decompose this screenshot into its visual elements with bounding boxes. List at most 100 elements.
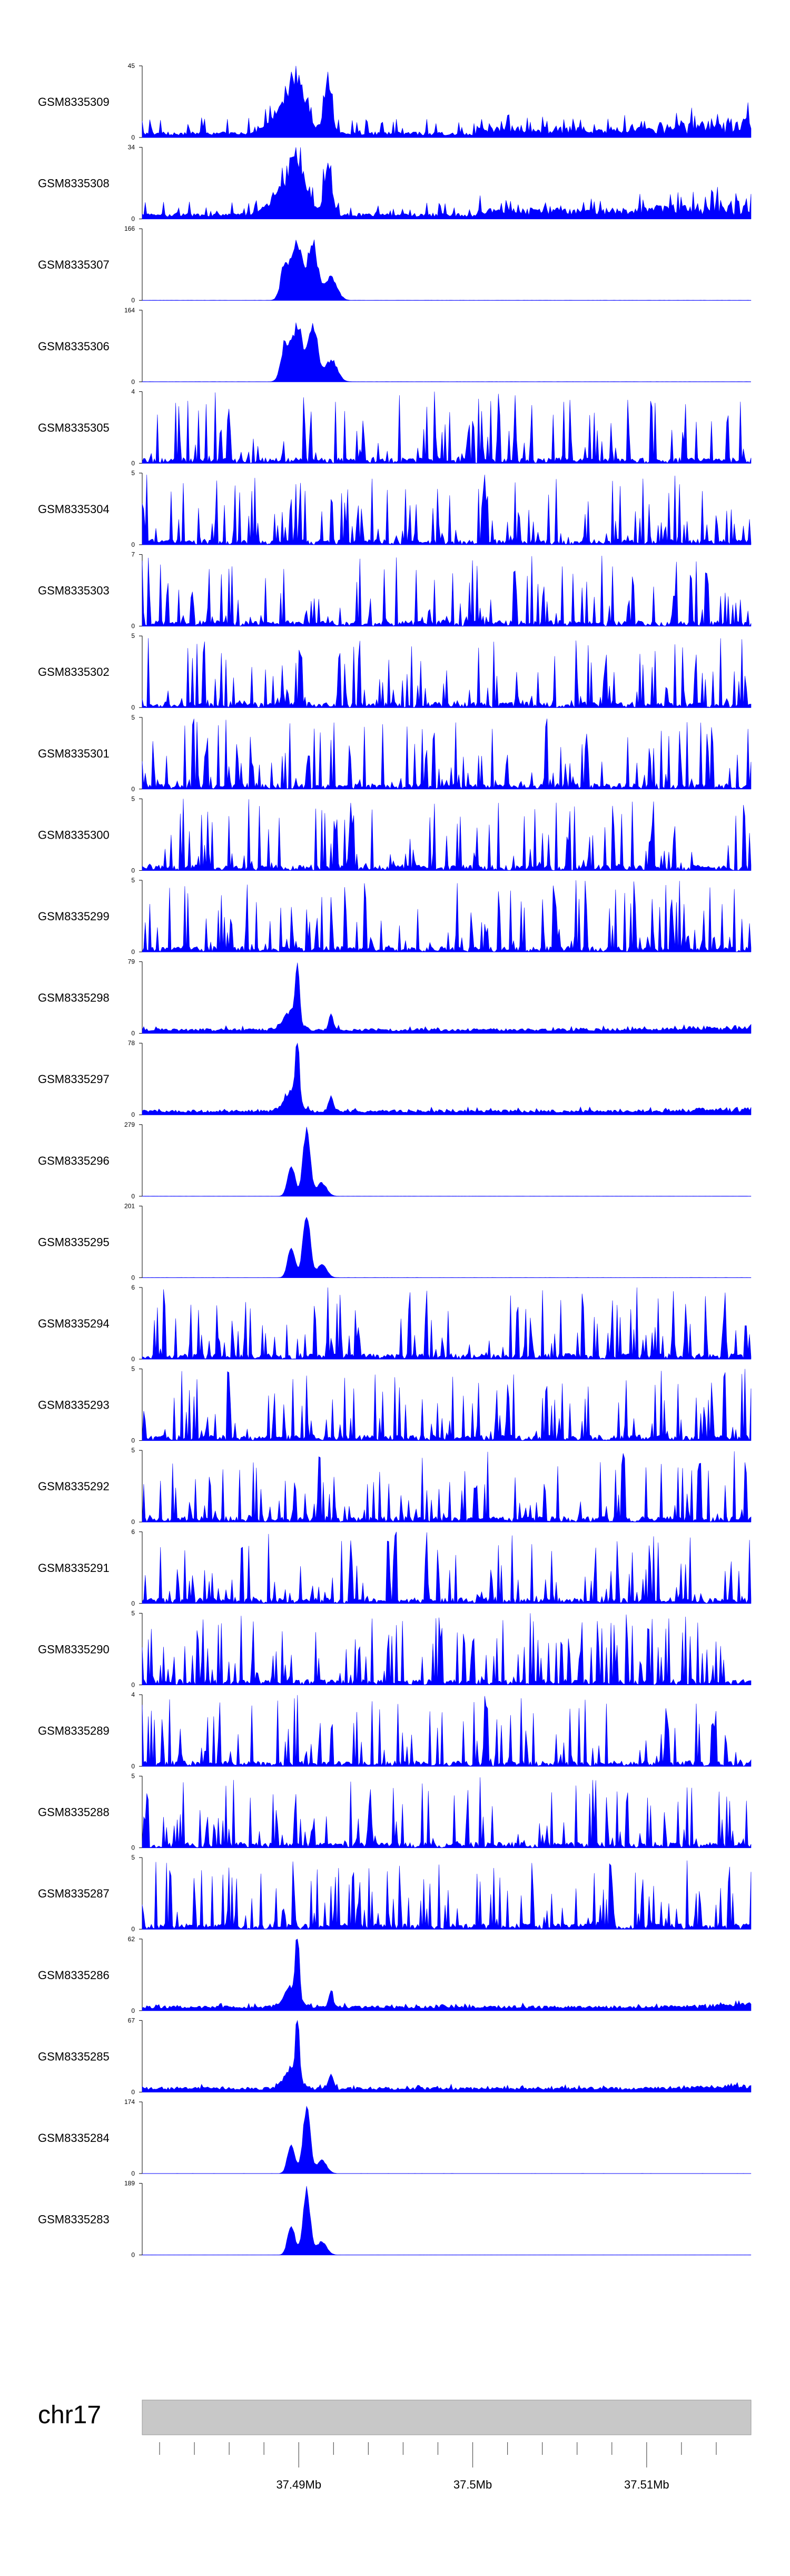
y-min-label: 0 [131,2088,135,2096]
track-GSM8335286: GSM8335286 62 0 [38,1935,752,2014]
y-min-label: 0 [131,867,135,874]
track-label: GSM8335288 [38,1806,110,1819]
signal-area [142,1531,752,1604]
signal-area [142,1860,752,1930]
y-max-label: 34 [128,144,135,151]
y-max-label: 189 [124,2180,135,2187]
track-GSM8335283: GSM8335283 189 0 [38,2180,752,2259]
signal-area [142,1777,752,1849]
signal-area [142,1369,752,1441]
y-min-label: 0 [131,1111,135,1118]
track-GSM8335304: GSM8335304 5 0 [38,469,752,548]
track-label: GSM8335292 [38,1480,110,1493]
x-tick-label: 37.51Mb [624,2478,669,2491]
signal-area [142,1043,752,1115]
y-max-label: 5 [131,795,135,802]
x-ticks: 37.49Mb 37.5Mb 37.51Mb [159,2442,717,2491]
track-GSM8335298: GSM8335298 79 0 [38,958,752,1037]
signal-area [142,719,752,790]
track-GSM8335305: GSM8335305 4 0 [38,388,752,467]
signal-area [142,1939,752,2011]
track-label: GSM8335297 [38,1073,110,1086]
y-min-label: 0 [131,2170,135,2177]
track-label: GSM8335289 [38,1724,110,1737]
signal-area [142,65,752,138]
track-GSM8335292: GSM8335292 5 0 [38,1447,752,1526]
signal-area [142,2020,752,2092]
y-max-label: 164 [124,307,135,314]
track-GSM8335303: GSM8335303 7 0 [38,551,752,630]
signal-area [142,1695,752,1767]
track-GSM8335290: GSM8335290 5 0 [38,1609,752,1688]
signal-area [142,2186,752,2255]
track-GSM8335309: GSM8335309 45 0 [38,62,752,141]
track-label: GSM8335283 [38,2213,110,2226]
track-GSM8335291: GSM8335291 6 0 [38,1528,752,1607]
y-min-label: 0 [131,704,135,711]
signal-area [142,880,752,952]
x-tick-label: 37.49Mb [276,2478,321,2491]
track-label: GSM8335298 [38,991,110,1005]
track-GSM8335297: GSM8335297 78 0 [38,1039,752,1118]
y-min-label: 0 [131,1518,135,1526]
y-min-label: 0 [131,541,135,548]
track-GSM8335307: GSM8335307 166 0 [38,225,752,304]
genome-axis: chr17 37.49Mb 37.5Mb 37.51Mb [38,2400,752,2491]
y-max-label: 174 [124,2098,135,2106]
signal-area [142,638,752,709]
y-max-label: 78 [128,1039,135,1047]
y-max-label: 6 [131,1528,135,1536]
y-max-label: 5 [131,1447,135,1454]
signal-area [142,962,752,1034]
y-max-label: 5 [131,714,135,721]
y-min-label: 0 [131,1355,135,1363]
y-max-label: 67 [128,2017,135,2024]
track-label: GSM8335304 [38,503,110,516]
track-GSM8335306: GSM8335306 164 0 [38,307,752,386]
track-GSM8335285: GSM8335285 67 0 [38,2017,752,2096]
y-min-label: 0 [131,1193,135,1200]
y-max-label: 79 [128,958,135,966]
y-min-label: 0 [131,2007,135,2014]
tracks-group: GSM8335309 45 0 GSM8335308 34 0 GSM83353071660… [38,62,752,2259]
track-label: GSM8335309 [38,95,110,109]
track-label: GSM8335286 [38,1969,110,1982]
signal-area [142,1613,752,1686]
y-max-label: 45 [128,62,135,70]
signal-area [142,555,752,627]
track-GSM8335288: GSM8335288 5 0 [38,1773,752,1852]
y-min-label: 0 [131,1030,135,1037]
signal-area [142,1451,752,1522]
y-max-label: 5 [131,1773,135,1780]
track-GSM8335299: GSM8335299 5 0 [38,877,752,956]
signal-area [142,1287,752,1360]
y-max-label: 5 [131,1854,135,1861]
track-GSM8335287: GSM8335287 5 0 [38,1854,752,1933]
y-max-label: 5 [131,1609,135,1617]
signal-area [142,799,752,871]
y-min-label: 0 [131,623,135,630]
signal-area [142,1216,752,1278]
track-GSM8335284: GSM8335284 174 0 [38,2098,752,2177]
track-label: GSM8335285 [38,2050,110,2063]
track-label: GSM8335305 [38,421,110,434]
track-GSM8335289: GSM8335289 4 0 [38,1691,752,1770]
signal-area [142,147,752,219]
signal-area [142,322,752,382]
y-min-label: 0 [131,1437,135,1444]
y-min-label: 0 [131,134,135,141]
y-min-label: 0 [131,1925,135,1933]
track-label: GSM8335284 [38,2131,110,2145]
y-min-label: 0 [131,2251,135,2259]
track-label: GSM8335287 [38,1887,110,1900]
signal-area [142,239,752,301]
track-GSM8335301: GSM8335301 5 0 [38,714,752,793]
y-max-label: 5 [131,877,135,884]
track-label: GSM8335308 [38,177,110,190]
track-label: GSM8335306 [38,340,110,353]
y-max-label: 5 [131,1365,135,1373]
y-max-label: 166 [124,225,135,232]
y-max-label: 5 [131,632,135,640]
y-min-label: 0 [131,215,135,223]
y-min-label: 0 [131,785,135,793]
